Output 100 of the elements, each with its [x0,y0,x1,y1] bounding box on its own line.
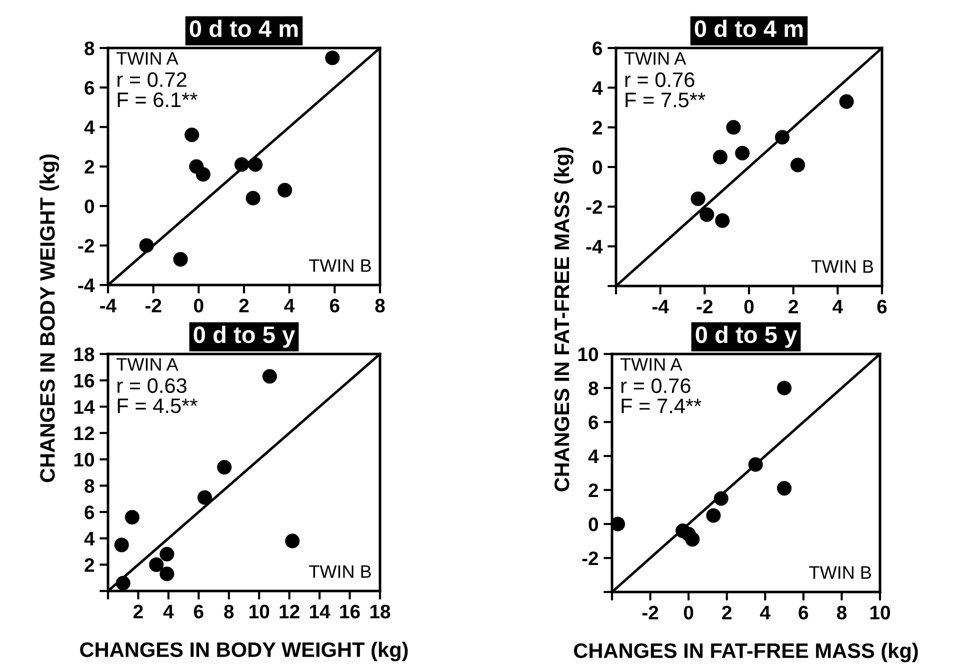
x-tick-label: 2 [722,606,732,620]
chart-title: 0 d to 5 y [696,326,798,348]
x-tick-label: 4 [832,300,843,314]
x-tick-label: 12 [280,604,300,618]
y-tick-label: 4 [592,81,603,95]
x-tick-label: -2 [145,298,162,312]
x-axis-title: CHANGES IN FAT-FREE MASS (kg) [574,642,918,662]
point [714,491,728,506]
x-tick-label: 18 [370,604,390,618]
annotation: TWIN B [309,259,371,272]
y-tick-label: 6 [588,415,598,430]
y-axis-title: CHANGES IN FAT-FREE MASS (kg) [554,148,574,492]
x-tick-label: 2 [788,300,798,314]
annotation: r = 0.72 [118,72,186,88]
annotation: F = 4.5** [118,398,198,414]
annotation: TWIN B [811,260,874,273]
x-tick-label: 2 [239,298,249,312]
y-tick-label: 6 [84,505,94,520]
y-tick-label: 8 [84,41,94,56]
annotation: r = 0.76 [625,72,694,88]
y-tick-label: -2 [586,200,602,214]
x-tick-label: 8 [375,298,385,312]
y-tick-label: 2 [84,160,94,174]
x-tick-label: 16 [340,604,360,618]
point [325,50,340,66]
annotation: TWIN A [116,52,178,65]
x-tick-label: 6 [194,604,204,618]
point [735,146,750,160]
x-tick-label: -4 [652,300,669,314]
annotation: F = 6.1** [118,92,198,108]
x-tick-label: 10 [870,606,890,620]
chart-title: 0 d to 5 y [194,326,296,348]
point [726,120,741,135]
point [114,538,129,552]
point [160,566,174,582]
point [173,252,188,267]
x-tick-label: 0 [744,300,754,314]
y-tick-label: 4 [84,532,95,546]
y-tick-label: 16 [74,374,94,388]
y-tick-label: 4 [588,450,599,464]
y-tick-label: 2 [588,483,598,498]
x-tick-label: 14 [310,604,330,618]
point [774,130,790,145]
y-tick-label: -4 [78,278,95,292]
annotation: TWIN A [624,52,686,65]
point [285,534,300,548]
point [116,576,130,590]
x-tick-label: 8 [836,606,847,620]
x-tick-label: -2 [696,300,713,314]
y-tick-label: -4 [586,240,603,254]
point [160,546,174,562]
x-tick-label: 2 [133,604,143,618]
y-tick-label: 0 [84,199,94,214]
point [839,94,854,109]
x-tick-label: 4 [163,604,174,618]
y-tick-label: 4 [84,120,95,134]
x-tick-label: -4 [100,298,117,312]
point [748,457,763,472]
annotation: TWIN A [116,358,178,371]
point [196,167,210,182]
x-tick-label: 0 [194,298,204,312]
x-tick-label: 0 [684,606,694,620]
point [217,460,232,475]
x-tick-label: 8 [224,604,234,618]
point [712,150,728,164]
point [790,158,806,172]
y-tick-label: 2 [84,558,94,572]
y-tick-label: -2 [582,551,598,566]
point [278,182,292,198]
y-tick-label: 6 [592,41,602,56]
point [262,369,277,384]
y-axis-title: CHANGES IN BODY WEIGHT (kg) [40,154,60,482]
point [690,191,706,206]
x-tick-label: 6 [877,300,887,314]
x-tick-label: 10 [250,604,270,618]
y-tick-label: 0 [592,160,602,174]
y-tick-label: 8 [84,479,94,493]
x-tick-label: 6 [330,298,340,312]
point [184,128,200,142]
x-tick-label: 4 [284,298,295,312]
y-tick-label: 10 [578,347,598,362]
point [685,532,700,547]
x-tick-label: 6 [798,606,808,620]
chart-title: 0 d to 4 m [190,20,298,38]
annotation: F = 7.4** [622,398,702,414]
point [197,490,212,505]
x-axis-title: CHANGES IN BODY WEIGHT (kg) [80,642,408,662]
y-tick-label: 8 [588,381,598,396]
y-tick-label: 18 [74,347,94,362]
annotation: F = 7.5** [626,92,706,108]
point [777,380,792,396]
annotation: TWIN B [309,565,371,578]
annotation: TWIN B [809,566,872,579]
y-tick-label: -2 [78,238,94,253]
point [706,508,721,523]
x-tick-label: 4 [760,606,770,620]
point [246,190,260,206]
point [777,481,792,496]
y-tick-label: 14 [74,400,95,414]
chart-title: 0 d to 4 m [694,20,803,38]
